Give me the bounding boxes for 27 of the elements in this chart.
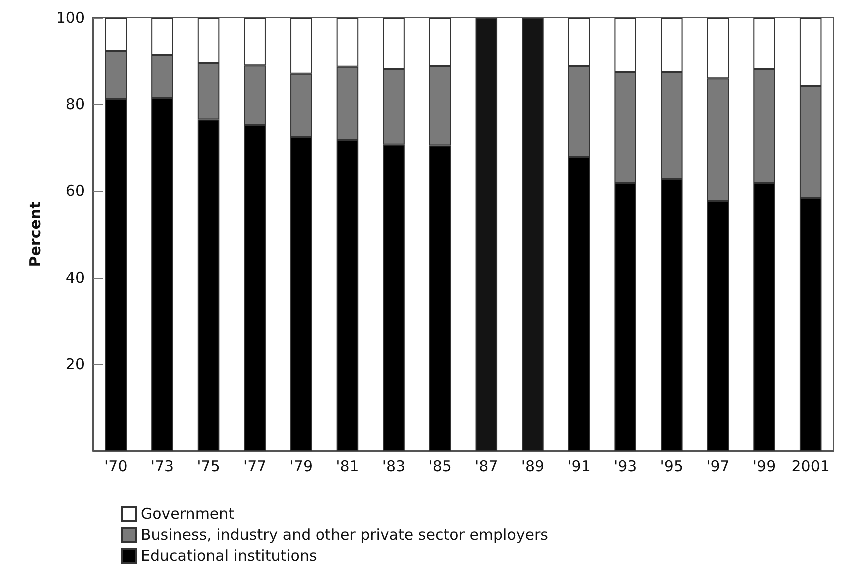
x-tick-label: '97 bbox=[706, 458, 730, 476]
x-tick-label: '85 bbox=[428, 458, 452, 476]
x-tick-label: '75 bbox=[197, 458, 220, 476]
legend-label: Government bbox=[141, 505, 235, 523]
x-tick-label: 2001 bbox=[792, 458, 830, 476]
x-tick-label: '89 bbox=[521, 458, 545, 476]
x-tick-label: '73 bbox=[150, 458, 174, 476]
y-tick-label: 100 bbox=[56, 9, 85, 27]
y-tick-label: 80 bbox=[66, 96, 85, 114]
x-tick-label: '83 bbox=[382, 458, 406, 476]
bar bbox=[522, 18, 544, 451]
x-tick-label: '70 bbox=[104, 458, 128, 476]
y-tick-label: 40 bbox=[66, 268, 85, 287]
x-tick-label: '77 bbox=[243, 458, 267, 476]
x-tick-label: '95 bbox=[660, 458, 684, 476]
bar bbox=[476, 18, 498, 451]
x-tick-label: '99 bbox=[752, 458, 776, 476]
y-tick-label: 60 bbox=[66, 182, 85, 200]
x-tick-label: '87 bbox=[475, 458, 498, 476]
x-tick-label: '81 bbox=[336, 458, 360, 476]
x-tick-label: '91 bbox=[568, 458, 591, 476]
x-tick-label: '93 bbox=[614, 458, 638, 476]
y-tick-label: 20 bbox=[66, 355, 85, 374]
x-tick-label: '79 bbox=[290, 458, 314, 476]
legend-label: Educational institutions bbox=[141, 547, 318, 565]
y-axis-title: Percent bbox=[26, 202, 44, 268]
legend-label: Business, industry and other private sector employers bbox=[141, 526, 549, 544]
